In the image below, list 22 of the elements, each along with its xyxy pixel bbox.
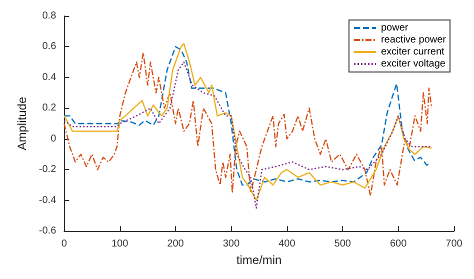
x-tick-label: 700 bbox=[446, 238, 463, 250]
y-tick-label: -0.4 bbox=[38, 194, 57, 206]
x-axis-title: time/min bbox=[236, 253, 282, 267]
y-tick-label: 0.4 bbox=[42, 72, 57, 83]
y-tick-label: 0.8 bbox=[42, 10, 57, 22]
y-tick-label: -0.6 bbox=[38, 226, 57, 237]
x-tick-label: 600 bbox=[390, 238, 408, 250]
y-tick-label: 0.6 bbox=[42, 41, 57, 52]
y-axis-title: Amplitude bbox=[15, 96, 29, 150]
legend-label: power bbox=[380, 22, 409, 34]
x-tick-label: 0 bbox=[61, 238, 68, 250]
x-tick-label: 400 bbox=[278, 238, 296, 250]
y-tick-label: 0 bbox=[50, 133, 57, 144]
legend-label: exciter voltage bbox=[380, 58, 446, 70]
y-tick-label: -0.2 bbox=[38, 164, 57, 176]
y-tick-label: 0.2 bbox=[42, 102, 57, 114]
x-tick-label: 200 bbox=[167, 238, 184, 250]
legend-label: reactive power bbox=[380, 34, 447, 46]
x-tick-label: 100 bbox=[111, 238, 129, 250]
legend-label: exciter current bbox=[380, 46, 445, 58]
x-tick-label: 300 bbox=[222, 238, 240, 250]
x-tick-label: 500 bbox=[334, 238, 352, 250]
